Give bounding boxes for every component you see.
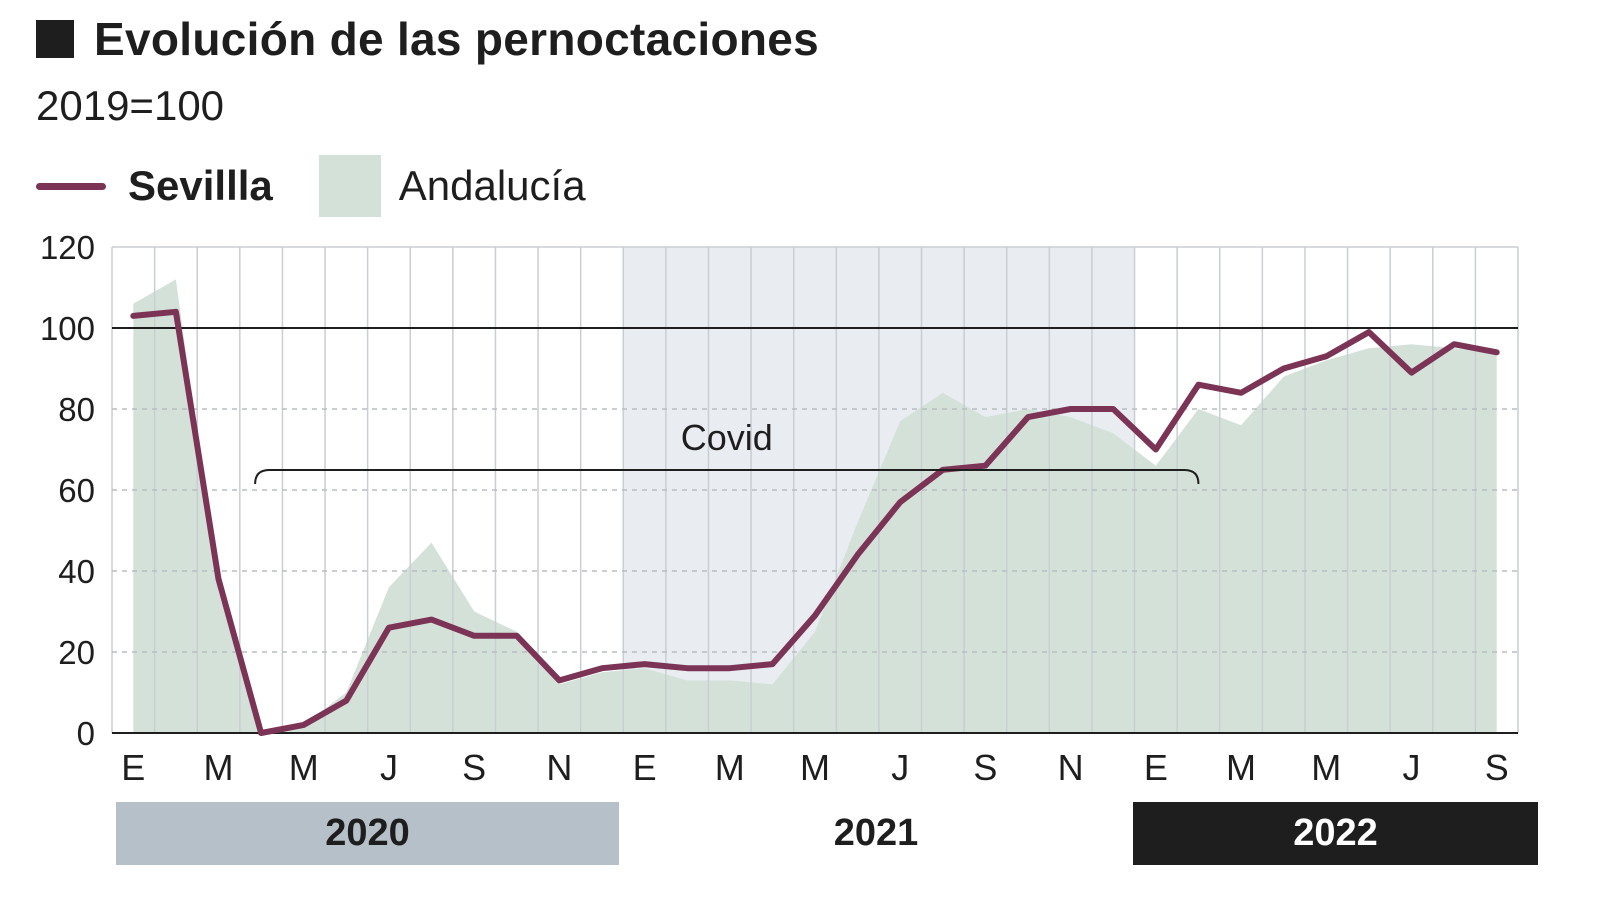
grid-layer [111,246,1519,734]
andalucia-area [133,279,1497,733]
sevilla-line-layer [130,308,1500,736]
x-tick-label: M [800,747,830,788]
x-tick-label: S [973,747,997,788]
chart-title: Evolución de las pernoctaciones [94,13,820,65]
x-tick-label: J [380,747,398,788]
x-tick-label: E [121,747,145,788]
x-tick-label: S [1485,747,1509,788]
year-label-2021: 2021 [833,812,919,854]
y-tick-label: 120 [40,229,95,266]
x-tick-label: E [633,747,657,788]
x-tick-label: J [891,747,909,788]
annotation-layer: Covid [254,417,1200,485]
title-row: Evolución de las pernoctaciones [36,12,819,66]
legend-label-sevilla: Sevillla [128,162,273,209]
title-square-icon [36,20,74,58]
year-label-2022: 2022 [1133,802,1538,865]
sevilla-line [130,308,1500,736]
andalucia-area-layer [133,279,1497,733]
x-tick-label: N [546,747,572,788]
x-tick-label: J [1402,747,1420,788]
y-tick-label: 40 [58,553,95,590]
covid-bracket [254,469,1200,485]
y-tick-label: 60 [58,472,95,509]
x-tick-label: M [1311,747,1341,788]
year-label-2020: 2020 [116,802,619,865]
x-tick-label: M [715,747,745,788]
y-tick-label: 80 [58,391,95,428]
legend-label-andalucia: Andalucía [398,162,586,209]
y-tick-label: 0 [77,715,95,752]
y-tick-label: 20 [58,634,95,671]
y-tick-label: 100 [40,310,95,347]
axis-layer: 0 20 40 60 80 100 120 E M M J S N E M M J S N E M M J S [40,229,1509,788]
legend-line-swatch [36,182,106,190]
legend: Sevillla Andalucía [36,155,586,217]
x-tick-label: E [1144,747,1168,788]
legend-area-swatch [318,155,381,217]
chart-subtitle: 2019=100 [36,82,225,129]
x-tick-label: S [462,747,486,788]
x-tick-label: M [1226,747,1256,788]
x-tick-label: M [289,747,319,788]
x-tick-label: M [204,747,234,788]
covid-label: Covid [681,417,773,458]
x-tick-label: N [1058,747,1084,788]
